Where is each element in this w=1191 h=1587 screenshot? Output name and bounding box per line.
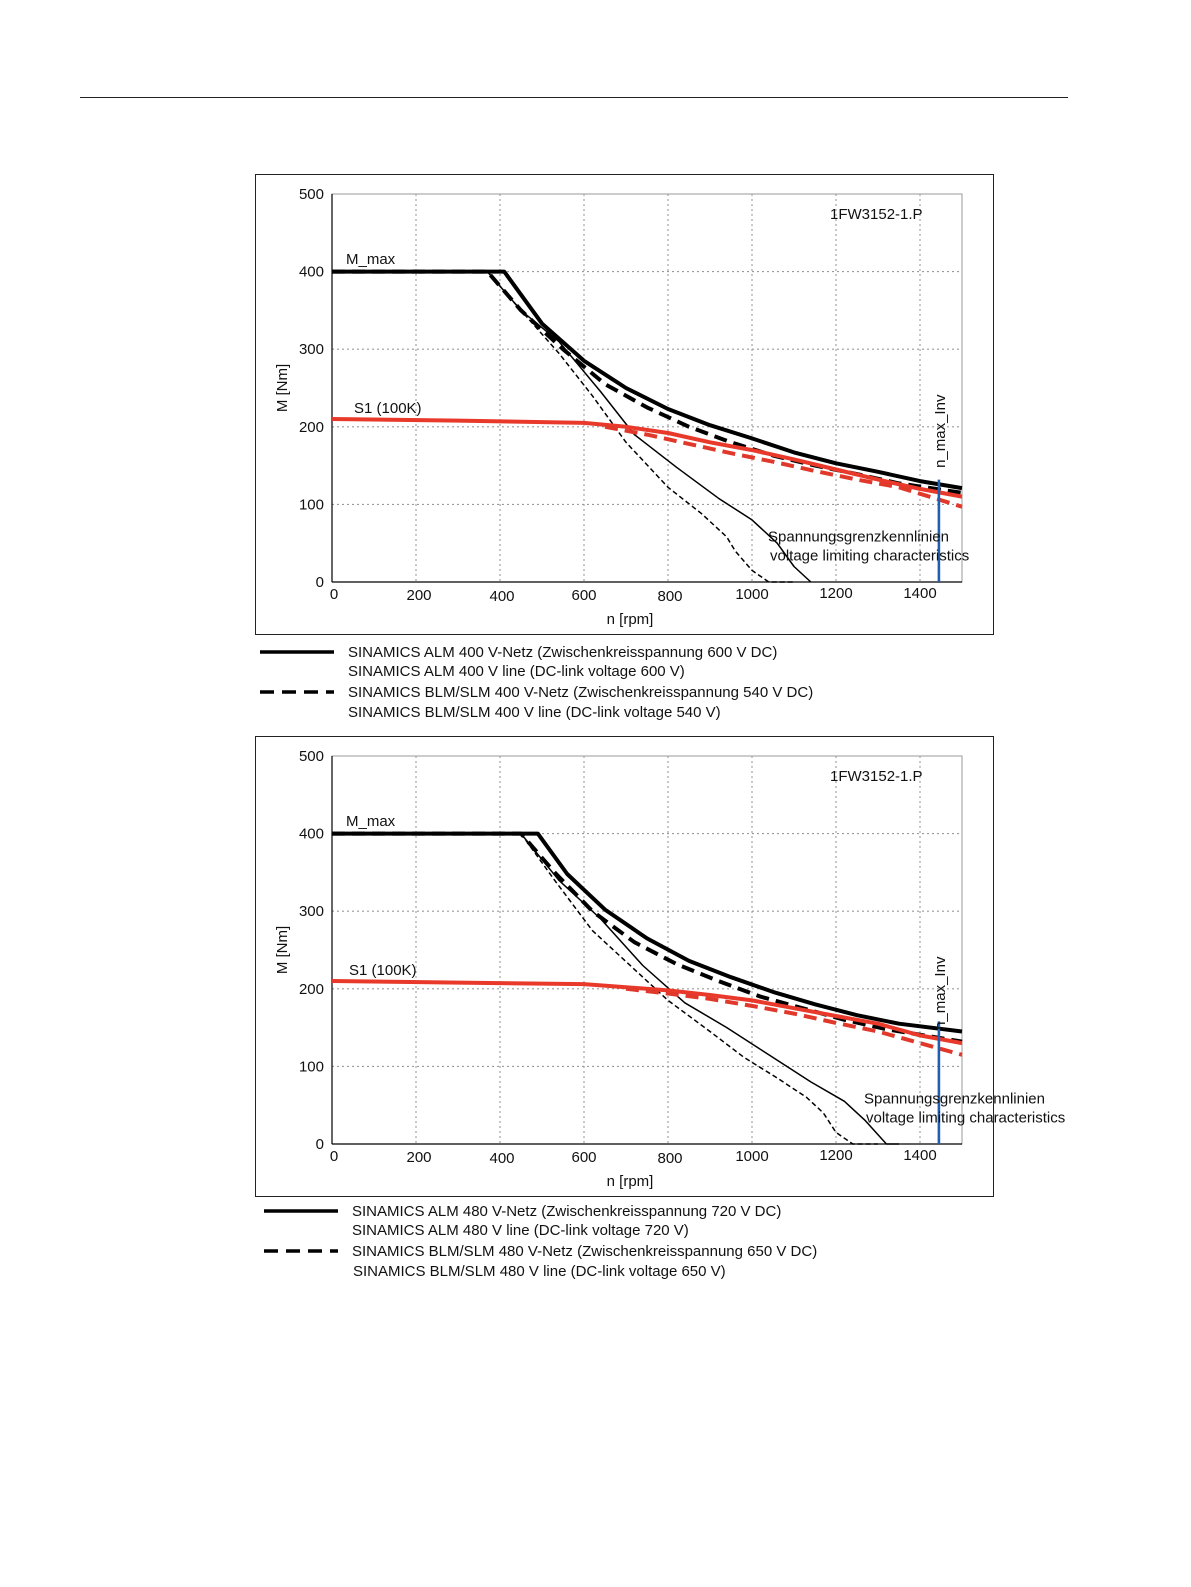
- voltage-limit-label-en: voltage limiting characteristics: [770, 547, 969, 564]
- y-axis-label: M [Nm]: [274, 364, 291, 412]
- torque-speed-chart-400v: 0 100 200 300 400 500 0 200 400 600 800 1000 1200 140…: [255, 174, 994, 635]
- x-tick-label: 1000: [735, 586, 768, 603]
- x-tick-label: 400: [489, 1150, 514, 1167]
- x-tick-label: 0: [330, 1148, 338, 1165]
- legend-text-alm-en: SINAMICS ALM 400 V line (DC-link voltage…: [348, 663, 685, 680]
- y-tick-label: 300: [299, 903, 324, 920]
- model-label: 1FW3152-1.P: [830, 206, 923, 223]
- chart-plot-480v: 0 100 200 300 400 500 0 200 400 600 800 1000 1200 140…: [274, 748, 1065, 1190]
- legend-text-blm-en: SINAMICS BLM/SLM 480 V line (DC-link vol…: [353, 1263, 726, 1280]
- legend-entry-blm: SINAMICS BLM/SLM 480 V-Netz (Zwischenkre…: [258, 1242, 998, 1262]
- y-tick-label: 400: [299, 826, 324, 843]
- x-axis-label: n [rpm]: [607, 611, 654, 628]
- y-tick-label: 300: [299, 341, 324, 358]
- series-line-dashed-thick-black: [332, 831, 963, 1044]
- y-tick-label: 0: [316, 574, 324, 591]
- legend-solid-swatch: [264, 1209, 338, 1213]
- m-max-label: M_max: [346, 813, 396, 830]
- series-line-dashed-thick-red: [625, 986, 963, 1057]
- series-line-solid-thin-black: [520, 833, 899, 1145]
- x-tick-label: 800: [657, 1150, 682, 1167]
- x-tick-label: 1000: [735, 1148, 768, 1165]
- legend-entry-alm: SINAMICS ALM 400 V-Netz (Zwischenkreissp…: [258, 643, 998, 663]
- y-axis-label: M [Nm]: [274, 926, 291, 974]
- x-tick-label: 1200: [819, 585, 852, 602]
- x-tick-label: 1400: [903, 585, 936, 602]
- legend-text-blm-en: SINAMICS BLM/SLM 400 V line (DC-link vol…: [348, 704, 721, 721]
- series-line-solid-thin-black: [486, 271, 812, 583]
- plot-area-border: [331, 193, 963, 583]
- x-tick-label: 800: [657, 588, 682, 605]
- legend-entry-blm-en: SINAMICS BLM/SLM 400 V line (DC-link vol…: [258, 703, 998, 723]
- y-tick-label: 400: [299, 264, 324, 281]
- x-tick-label: 0: [330, 586, 338, 603]
- series-line-solid-thick-red: [331, 417, 963, 499]
- x-tick-label: 600: [571, 1149, 596, 1166]
- legend-text-alm-de: SINAMICS ALM 400 V-Netz (Zwischenkreissp…: [348, 644, 778, 661]
- x-tick-label: 1400: [903, 1147, 936, 1164]
- legend-400v: SINAMICS ALM 400 V-Netz (Zwischenkreissp…: [258, 643, 998, 727]
- legend-480v: SINAMICS ALM 480 V-Netz (Zwischenkreissp…: [258, 1202, 998, 1286]
- n-max-inv-label: n_max_Inv: [932, 956, 949, 1030]
- legend-text-blm-de: SINAMICS BLM/SLM 400 V-Netz (Zwischenkre…: [348, 684, 814, 701]
- legend-entry-alm: SINAMICS ALM 480 V-Netz (Zwischenkreissp…: [258, 1202, 998, 1222]
- legend-dashed-swatch: [264, 1249, 338, 1253]
- legend-text-alm-de: SINAMICS ALM 480 V-Netz (Zwischenkreissp…: [352, 1203, 782, 1220]
- y-tick-label: 100: [299, 496, 324, 513]
- n-max-inv-label: n_max_Inv: [932, 394, 949, 468]
- legend-solid-swatch: [260, 650, 334, 654]
- s1-label: S1 (100K): [349, 962, 417, 979]
- x-tick-label: 600: [571, 587, 596, 604]
- legend-entry-blm-en: SINAMICS BLM/SLM 480 V line (DC-link vol…: [258, 1262, 998, 1282]
- page-header-rule: [80, 97, 1068, 98]
- y-tick-label: 500: [299, 748, 324, 765]
- x-tick-label: 400: [489, 588, 514, 605]
- voltage-limit-label-de: Spannungsgrenzkennlinien: [768, 529, 949, 546]
- legend-entry-blm: SINAMICS BLM/SLM 400 V-Netz (Zwischenkre…: [258, 683, 998, 703]
- x-axis-label: n [rpm]: [607, 1173, 654, 1190]
- series-line-solid-thick-red: [331, 979, 963, 1046]
- y-tick-label: 500: [299, 186, 324, 203]
- y-tick-label: 100: [299, 1058, 324, 1075]
- series-line-dashed-thick-black: [332, 269, 963, 495]
- voltage-limit-label-en: voltage limiting characteristics: [866, 1109, 1065, 1126]
- x-tick-label: 1200: [819, 1147, 852, 1164]
- legend-entry-alm-en: SINAMICS ALM 400 V line (DC-link voltage…: [258, 662, 998, 682]
- series-line-solid-thick-black: [332, 831, 963, 1034]
- y-tick-label: 200: [299, 981, 324, 998]
- series-line-dashed-thick-red: [604, 424, 963, 509]
- legend-text-blm-de: SINAMICS BLM/SLM 480 V-Netz (Zwischenkre…: [352, 1243, 818, 1260]
- legend-entry-alm-en: SINAMICS ALM 480 V line (DC-link voltage…: [258, 1221, 998, 1241]
- legend-text-alm-en: SINAMICS ALM 480 V line (DC-link voltage…: [352, 1222, 689, 1239]
- chart-plot-400v: 0 100 200 300 400 500 0 200 400 600 800 1000 1200 140…: [274, 186, 969, 628]
- m-max-label: M_max: [346, 251, 396, 268]
- model-label: 1FW3152-1.P: [830, 768, 923, 785]
- series-line-dashed-thin-black: [486, 271, 794, 583]
- torque-speed-chart-480v: 0 100 200 300 400 500 0 200 400 600 800 1000 1200 140…: [255, 736, 1065, 1197]
- s1-label: S1 (100K): [354, 400, 422, 417]
- x-tick-label: 200: [406, 1149, 431, 1166]
- legend-dashed-swatch: [260, 690, 334, 694]
- series-line-dashed-thin-black: [520, 833, 878, 1145]
- x-tick-label: 200: [406, 587, 431, 604]
- y-tick-label: 200: [299, 419, 324, 436]
- y-tick-label: 0: [316, 1136, 324, 1153]
- series-line-solid-thick-black: [332, 269, 963, 491]
- voltage-limit-label-de: Spannungsgrenzkennlinien: [864, 1091, 1045, 1108]
